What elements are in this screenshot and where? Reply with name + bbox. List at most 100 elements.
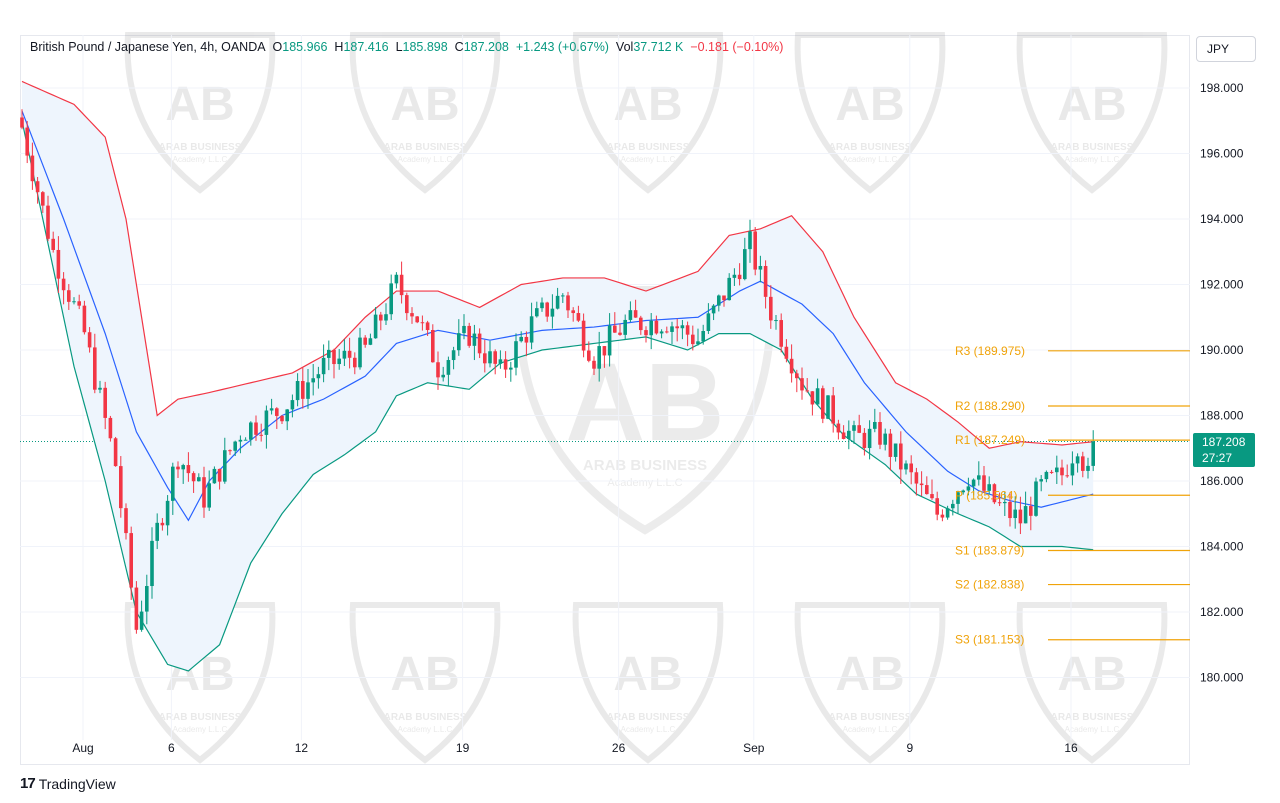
candle (332, 348, 336, 379)
candle-body (332, 349, 336, 365)
pivot-label: R1 (187.249) (955, 433, 1025, 447)
candle-body (321, 357, 326, 375)
tradingview-brand[interactable]: 17 TradingView (20, 775, 116, 792)
candle (446, 356, 451, 386)
candle (311, 363, 315, 396)
candle (483, 339, 487, 373)
candle (498, 350, 503, 369)
candle-body (1013, 509, 1017, 519)
candle-body (436, 362, 440, 378)
candle-body (815, 388, 820, 405)
bb-upper-line (21, 80, 1094, 449)
candle (930, 479, 934, 500)
candle (389, 274, 393, 321)
candle (810, 391, 815, 416)
candle-body (1049, 471, 1054, 473)
candle-body (425, 322, 430, 331)
candle (883, 428, 887, 451)
candle-body (524, 336, 529, 343)
candle (592, 356, 596, 376)
candle-body (20, 117, 24, 128)
candle (212, 466, 217, 484)
candle (275, 407, 279, 429)
candle-body (269, 408, 274, 411)
candle (795, 369, 799, 393)
watermark-line2: Academy L.L.C (398, 725, 453, 734)
candle (971, 478, 976, 496)
candle-body (774, 320, 778, 322)
volume-value: 37.712 K (633, 40, 684, 54)
y-tick-label: 198.000 (1200, 81, 1244, 95)
candle-body (191, 473, 196, 482)
candle-body (758, 265, 763, 270)
candle (956, 490, 960, 515)
candle (46, 195, 50, 242)
candle (347, 337, 352, 369)
candle-body (763, 265, 768, 297)
candle-body (301, 381, 305, 399)
candle (727, 273, 731, 301)
candle (30, 142, 35, 190)
candle-body (493, 351, 497, 364)
candle (576, 305, 581, 323)
candle-body (732, 274, 737, 278)
candle (431, 324, 435, 363)
candle-body (1070, 463, 1075, 476)
volume-change: −0.181 (−0.10%) (690, 40, 784, 54)
pivot-label: S1 (183.879) (955, 543, 1024, 557)
candle-body (992, 484, 997, 503)
y-tick-label: 180.000 (1200, 671, 1244, 685)
candle-body (171, 466, 175, 501)
candle (295, 373, 300, 407)
watermark-shield (349, 32, 501, 194)
candle-body (784, 346, 789, 359)
candle (488, 340, 492, 368)
candle (514, 333, 518, 376)
candle-body (124, 508, 128, 534)
candle (223, 437, 227, 484)
candle-body (186, 465, 191, 474)
candle-body (394, 274, 399, 284)
candle-body (654, 320, 659, 334)
candle (1013, 496, 1017, 529)
y-tick-label: 190.000 (1200, 343, 1244, 357)
watermark-line2: Academy L.L.C (621, 155, 676, 164)
candle-body (956, 492, 960, 504)
watermark-logo: AB ARAB BUSINESS Academy L.L.C (1016, 602, 1168, 764)
brand-name: TradingView (38, 775, 116, 792)
candle-body (1018, 509, 1023, 524)
candle (909, 455, 913, 485)
candle-body (914, 472, 919, 484)
candle-body (61, 278, 66, 291)
candle (155, 513, 159, 550)
candle (285, 408, 289, 431)
watermark-shield (1016, 602, 1168, 764)
candle (217, 468, 222, 490)
candle (919, 471, 924, 497)
candle-body (238, 439, 243, 442)
candle (691, 325, 695, 351)
candle-body (415, 316, 419, 323)
candle (1049, 469, 1054, 474)
candle-body (139, 611, 144, 630)
candle (758, 255, 763, 283)
x-tick-label: 16 (1064, 741, 1078, 755)
candle-body (217, 468, 222, 482)
candle (1070, 451, 1075, 486)
watermark-line1: ARAB BUSINESS (1051, 142, 1134, 153)
watermark-logo: AB ARAB BUSINESS Academy L.L.C (794, 602, 946, 764)
candle-body (399, 274, 404, 296)
currency-selector[interactable]: JPY (1196, 36, 1256, 62)
candle-body (535, 308, 539, 317)
x-tick-label: Sep (743, 741, 765, 755)
candle (415, 316, 419, 324)
chart-area[interactable] (20, 35, 1190, 765)
candle-body (103, 387, 107, 418)
candle-body (379, 314, 383, 321)
candle-body (410, 313, 414, 317)
pivot-label: R2 (188.290) (955, 399, 1025, 413)
candle (35, 177, 40, 204)
candle (654, 315, 659, 335)
candle (425, 320, 430, 336)
candle-body (977, 475, 981, 480)
